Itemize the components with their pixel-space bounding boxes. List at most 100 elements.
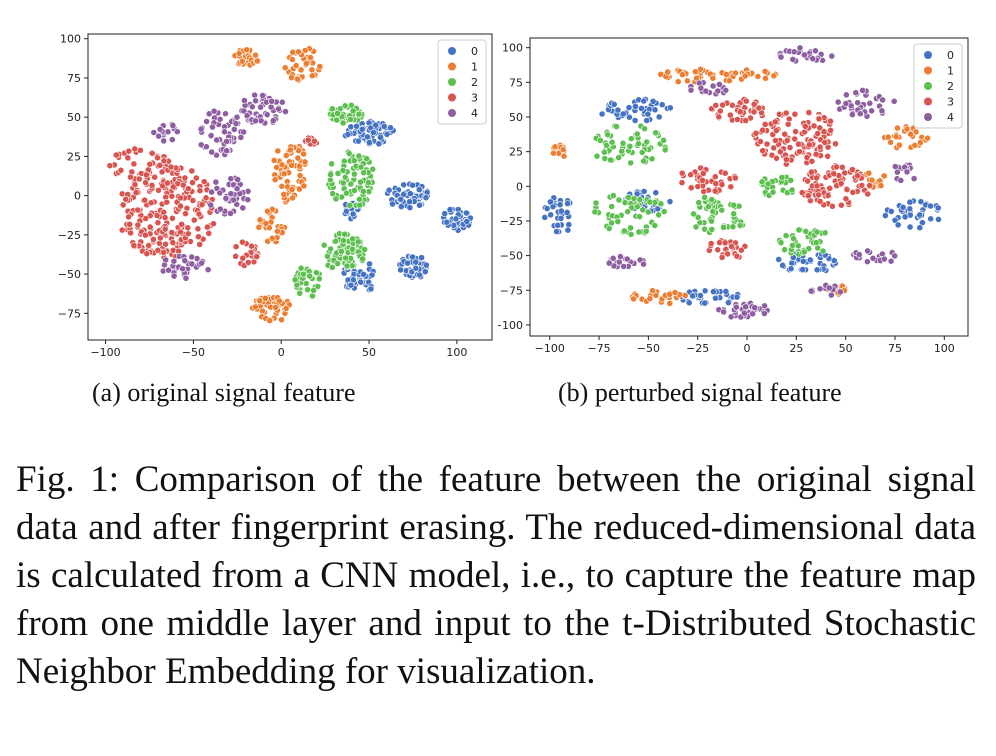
point-class-2 (708, 217, 715, 225)
point-class-0 (416, 271, 424, 279)
point-class-4 (697, 84, 705, 92)
point-class-2 (329, 190, 337, 197)
point-class-0 (697, 292, 704, 299)
x-tick-label: 50 (362, 346, 376, 359)
point-class-3 (801, 122, 809, 130)
point-class-0 (387, 124, 394, 132)
point-class-3 (837, 201, 845, 209)
point-class-4 (173, 128, 181, 136)
point-class-1 (911, 141, 919, 149)
point-class-3 (866, 182, 873, 189)
point-class-4 (257, 103, 264, 111)
point-class-4 (179, 265, 186, 273)
point-class-0 (409, 253, 417, 261)
point-class-4 (852, 89, 860, 97)
point-class-4 (210, 107, 218, 115)
point-class-4 (164, 128, 172, 136)
point-class-1 (671, 289, 679, 296)
point-class-2 (718, 206, 726, 214)
point-class-3 (714, 246, 722, 254)
point-class-3 (134, 206, 142, 214)
point-class-4 (244, 196, 252, 204)
point-class-1 (235, 49, 243, 57)
point-class-3 (824, 192, 832, 199)
point-class-3 (196, 187, 204, 195)
series-3 (106, 134, 320, 269)
point-class-3 (849, 188, 857, 196)
point-class-1 (273, 163, 281, 171)
point-class-2 (349, 235, 356, 243)
point-class-0 (564, 226, 572, 234)
point-class-0 (712, 294, 719, 302)
point-class-1 (761, 68, 769, 75)
point-class-0 (934, 204, 942, 212)
point-class-1 (741, 72, 749, 80)
point-class-3 (742, 97, 750, 105)
legend-marker-0 (448, 47, 456, 55)
point-class-3 (724, 250, 731, 258)
point-class-2 (350, 170, 358, 178)
point-class-3 (815, 115, 823, 123)
point-class-0 (397, 266, 404, 274)
point-class-2 (709, 208, 717, 215)
point-class-1 (300, 182, 308, 190)
point-class-0 (643, 117, 651, 124)
point-class-0 (651, 106, 659, 114)
point-class-3 (132, 189, 140, 196)
point-class-3 (304, 136, 312, 144)
point-class-3 (141, 196, 149, 204)
point-class-3 (742, 117, 750, 124)
point-class-3 (131, 145, 139, 153)
point-class-3 (148, 149, 156, 157)
y-tick-label: 75 (509, 76, 523, 89)
point-class-0 (901, 213, 909, 221)
point-class-1 (270, 156, 278, 164)
point-class-4 (749, 310, 756, 318)
point-class-3 (791, 110, 799, 118)
x-tick-label: −25 (686, 342, 709, 355)
point-class-3 (759, 126, 766, 134)
point-class-0 (701, 299, 709, 307)
point-class-3 (134, 221, 142, 229)
point-class-0 (881, 212, 889, 219)
point-class-3 (805, 141, 813, 149)
point-class-2 (324, 252, 331, 260)
point-class-1 (278, 182, 286, 190)
point-class-4 (897, 176, 905, 184)
y-tick-label: 25 (509, 146, 523, 159)
point-class-2 (328, 105, 336, 113)
point-class-3 (700, 188, 708, 195)
subcaption-a: (a) original signal feature (92, 378, 356, 407)
point-class-3 (756, 138, 764, 145)
point-class-4 (213, 136, 221, 144)
point-class-1 (282, 152, 290, 159)
point-class-4 (809, 55, 817, 63)
point-class-4 (709, 82, 717, 90)
point-class-3 (177, 194, 184, 202)
point-class-0 (899, 203, 907, 211)
point-class-3 (848, 166, 856, 173)
point-class-0 (383, 130, 391, 138)
point-class-3 (156, 234, 164, 242)
point-class-2 (636, 213, 643, 221)
point-class-0 (558, 207, 565, 215)
point-class-1 (273, 227, 281, 235)
point-class-4 (239, 204, 247, 212)
point-class-0 (666, 104, 674, 112)
point-class-2 (736, 222, 744, 229)
point-class-4 (160, 137, 168, 145)
point-class-4 (282, 108, 289, 115)
point-class-3 (210, 220, 217, 228)
point-class-3 (149, 235, 157, 243)
point-class-0 (553, 228, 560, 235)
point-class-3 (795, 140, 802, 148)
point-class-4 (880, 255, 888, 263)
point-class-0 (649, 98, 657, 105)
point-class-2 (701, 193, 709, 201)
point-class-0 (927, 215, 935, 223)
point-class-4 (848, 111, 856, 118)
point-class-2 (314, 283, 322, 290)
point-class-2 (337, 247, 345, 255)
point-class-3 (155, 186, 162, 194)
point-class-3 (813, 182, 821, 190)
